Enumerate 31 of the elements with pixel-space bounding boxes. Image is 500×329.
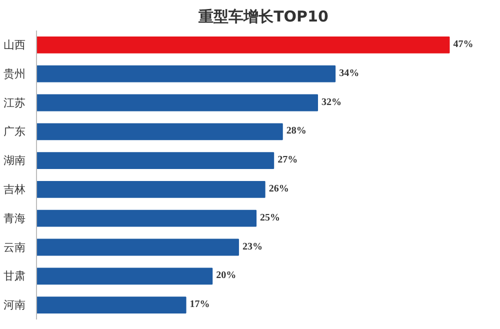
data-label: 17%: [190, 299, 210, 310]
y-tick-label: 贵州: [4, 67, 26, 80]
bar: [36, 296, 186, 314]
data-label: 26%: [268, 183, 289, 194]
bar: [36, 268, 213, 285]
y-tick-label: 云南: [4, 240, 26, 254]
data-label: 25%: [260, 212, 280, 224]
bar: [36, 152, 274, 169]
bar: [36, 36, 450, 54]
chart-title: 重型车增长TOP10: [198, 8, 328, 26]
bar: [36, 238, 239, 256]
y-tick-label: 吉林: [4, 182, 26, 196]
data-label: 20%: [216, 270, 236, 282]
y-tick-label: 青海: [4, 212, 26, 225]
data-label: 23%: [242, 241, 262, 252]
y-tick-label: 湖南: [4, 154, 26, 168]
y-tick-label: 山西: [4, 38, 26, 52]
y-tick-label: 江苏: [4, 96, 26, 110]
bar: [36, 210, 257, 227]
y-tick-label: 广东: [4, 125, 26, 138]
data-label: 32%: [322, 96, 342, 108]
data-label: 34%: [339, 68, 360, 79]
data-label: 28%: [286, 126, 306, 137]
bar: [36, 65, 336, 82]
data-label: 47%: [453, 38, 474, 50]
y-tick-label: 河南: [4, 298, 26, 312]
bar: [36, 123, 283, 140]
bar: [36, 94, 318, 112]
data-label: 27%: [278, 154, 298, 166]
bar: [36, 181, 266, 198]
y-tick-label: 甘肃: [4, 270, 26, 283]
